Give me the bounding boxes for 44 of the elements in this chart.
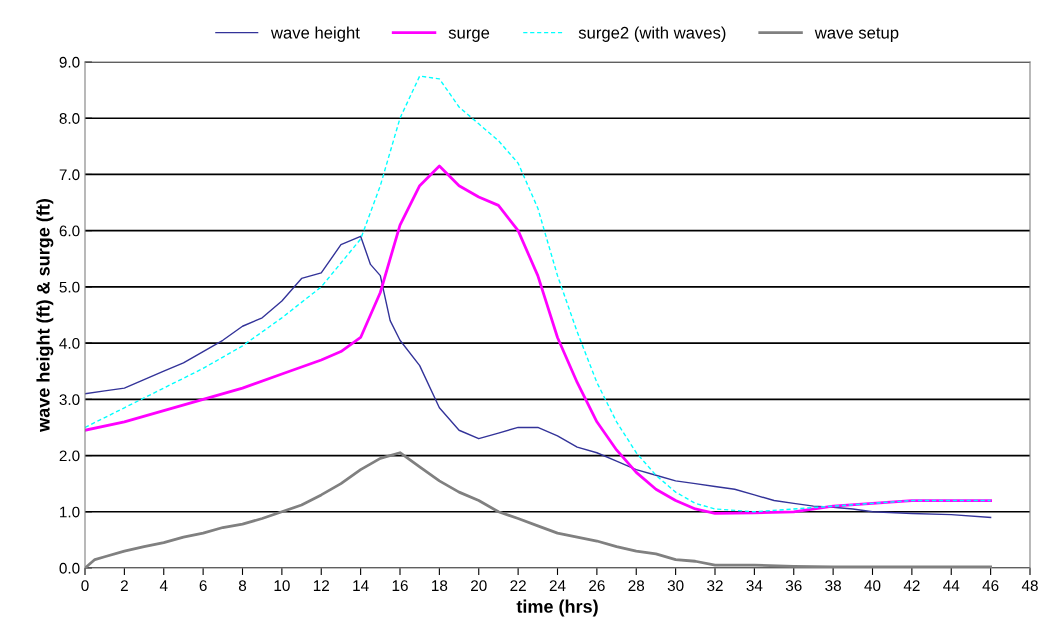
x-tick-label: 22	[510, 580, 526, 591]
x-tick-label: 0	[81, 580, 89, 592]
x-tick-label: 48	[1021, 580, 1038, 592]
x-axis-title: time (hrs)	[516, 599, 598, 617]
x-tick-label: 14	[353, 580, 369, 591]
x-tick-label: 30	[667, 580, 684, 592]
x-tick-label: 8	[238, 580, 247, 592]
x-tick-label: 2	[120, 580, 128, 591]
x-tick-label: 4	[159, 580, 168, 591]
legend-label: wave setup	[814, 27, 899, 42]
y-tick-label: 5.0	[59, 281, 80, 293]
x-tick-label: 16	[392, 580, 408, 592]
y-tick-label: 2.0	[59, 450, 80, 462]
y-tick-label: 4.0	[59, 337, 80, 349]
y-tick-label: 8.0	[59, 113, 80, 124]
line-series	[85, 235, 992, 519]
legend-label: wave height	[270, 26, 360, 42]
y-tick-label: 3.0	[59, 394, 80, 406]
x-tick-label: 36	[785, 580, 802, 592]
line-series	[85, 164, 993, 515]
y-tick-label: 9.0	[59, 56, 80, 68]
y-tick-label: 1.0	[60, 506, 80, 518]
x-tick-label: 34	[746, 580, 763, 592]
x-tick-label: 20	[471, 580, 487, 592]
legend-label: surge2 (with waves)	[578, 26, 726, 42]
y-axis-title: wave height (ft) & surge (ft)	[36, 199, 54, 432]
x-tick-label: 6	[199, 580, 207, 592]
x-tick-label: 44	[943, 580, 960, 591]
x-tick-label: 38	[825, 580, 841, 592]
x-tick-label: 10	[274, 580, 290, 592]
y-tick-label: 6.0	[59, 225, 80, 237]
x-tick-label: 32	[707, 580, 723, 592]
line-series	[85, 75, 992, 513]
y-tick-label: 0.0	[59, 562, 80, 574]
x-tick-label: 28	[628, 580, 645, 592]
x-tick-label: 40	[864, 580, 881, 592]
x-tick-label: 12	[313, 580, 329, 591]
legend-label: surge	[448, 29, 490, 42]
x-tick-label: 24	[549, 580, 566, 591]
x-tick-label: 42	[903, 580, 920, 591]
x-tick-label: 46	[982, 580, 999, 592]
x-tick-label: 18	[432, 580, 448, 592]
y-tick-label: 7.0	[59, 169, 80, 181]
x-tick-label: 26	[589, 580, 605, 592]
